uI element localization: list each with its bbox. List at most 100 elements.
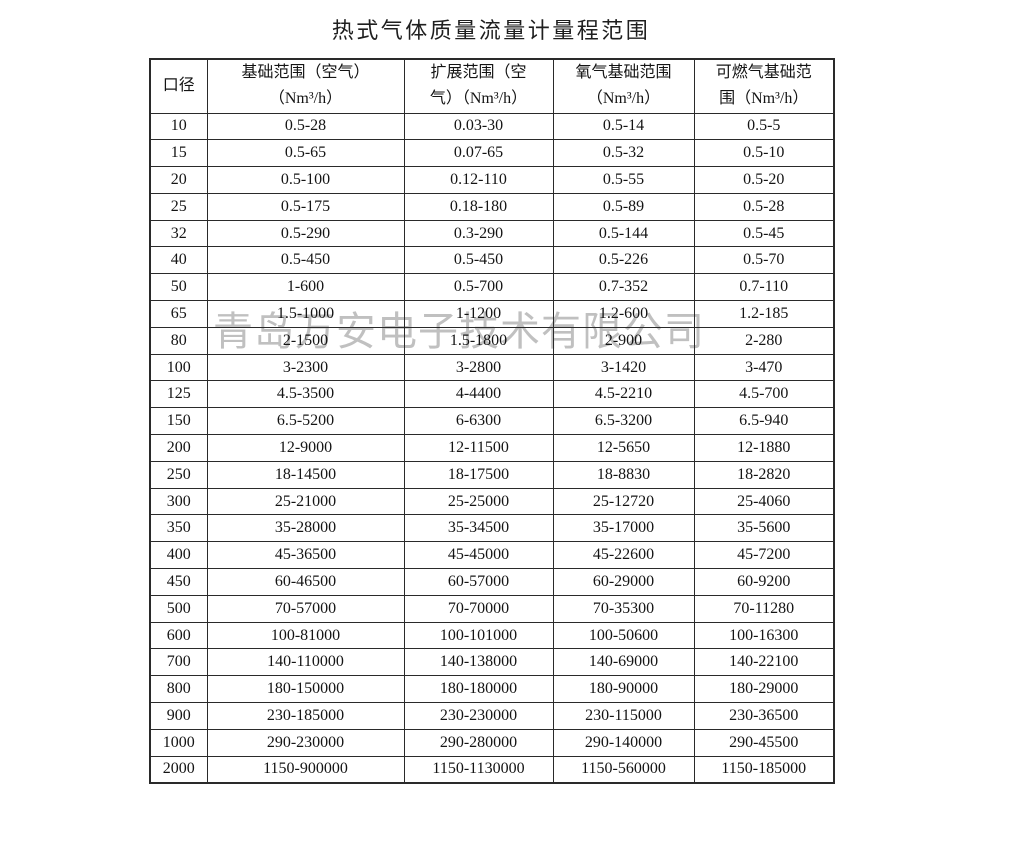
diameter-cell: 900 [149, 702, 208, 730]
range-cell: 0.5-20 [693, 166, 835, 194]
range-cell: 12-9000 [206, 434, 405, 462]
range-cell: 3-1420 [552, 353, 695, 382]
range-cell: 290-280000 [403, 728, 554, 757]
range-cell: 25-25000 [403, 487, 554, 516]
diameter-cell: 400 [149, 541, 208, 570]
range-cell: 290-140000 [552, 728, 695, 757]
range-cell: 1.2-185 [693, 300, 835, 328]
range-cell: 1150-1130000 [403, 755, 554, 784]
range-cell: 70-70000 [403, 594, 554, 623]
table-row: 350 35-28000 35-34500 35-17000 35-5600 [149, 514, 835, 543]
range-cell: 140-69000 [552, 648, 695, 677]
range-cell: 18-8830 [552, 460, 695, 489]
range-cell: 25-21000 [206, 487, 405, 516]
diameter-cell: 25 [149, 192, 208, 221]
range-cell: 0.7-110 [693, 273, 835, 302]
page-title: 热式气体质量流量计量程范围 [331, 18, 651, 43]
range-cell: 0.5-28 [206, 112, 405, 141]
range-cell: 0.5-65 [206, 139, 405, 168]
diameter-cell: 800 [149, 675, 208, 704]
header-line: （Nm³/h） [268, 90, 343, 108]
range-cell: 0.5-5 [693, 112, 835, 141]
range-cell: 1150-560000 [552, 755, 695, 784]
range-cell: 0.5-175 [206, 192, 405, 221]
table-row: 2000 1150-900000 1150-1130000 1150-560000 11… [149, 755, 835, 784]
range-cell: 35-5600 [693, 514, 835, 543]
range-cell: 100-81000 [206, 621, 405, 650]
range-cell: 4-4400 [403, 380, 554, 409]
range-cell: 25-4060 [693, 487, 835, 516]
diameter-cell: 450 [149, 568, 208, 596]
range-cell: 180-150000 [206, 675, 405, 704]
range-cell: 0.5-100 [206, 166, 405, 194]
table-row: 65 1.5-1000 1-1200 1.2-600 1.2-185 [149, 300, 835, 328]
range-cell: 45-36500 [206, 541, 405, 570]
diameter-cell: 50 [149, 273, 208, 302]
range-cell: 0.03-30 [403, 112, 554, 141]
range-cell: 0.18-180 [403, 192, 554, 221]
range-cell: 4.5-700 [693, 380, 835, 409]
table-row: 800 180-150000 180-180000 180-90000 180-2900… [149, 675, 835, 704]
diameter-cell: 2000 [149, 755, 208, 784]
range-cell: 60-29000 [552, 568, 695, 596]
range-cell: 6.5-3200 [552, 407, 695, 436]
diameter-cell: 15 [149, 139, 208, 168]
range-cell: 12-11500 [403, 434, 554, 462]
range-cell: 140-138000 [403, 648, 554, 677]
table-row: 10 0.5-28 0.03-30 0.5-14 0.5-5 [149, 112, 835, 141]
range-cell: 70-11280 [693, 594, 835, 623]
table-row: 150 6.5-5200 6-6300 6.5-3200 6.5-940 [149, 407, 835, 436]
table-row: 250 18-14500 18-17500 18-8830 18-2820 [149, 460, 835, 489]
table-body: 10 0.5-28 0.03-30 0.5-14 0.5-5 15 0.5-65 0.07-6… [149, 112, 835, 784]
table-row: 900 230-185000 230-230000 230-115000 230-365… [149, 702, 835, 730]
range-cell: 230-115000 [552, 702, 695, 730]
table-header-row: 口径 基础范围（空气） （Nm³/h） 扩展范围（空 气）（Nm³/h） 氧气基… [149, 58, 835, 114]
header-line: 扩展范围（空 [430, 64, 527, 82]
range-cell: 1150-900000 [206, 755, 405, 784]
diameter-cell: 150 [149, 407, 208, 436]
diameter-cell: 100 [149, 353, 208, 382]
range-cell: 0.12-110 [403, 166, 554, 194]
range-cell: 1150-185000 [693, 755, 835, 784]
range-cell: 0.07-65 [403, 139, 554, 168]
range-cell: 180-180000 [403, 675, 554, 704]
range-cell: 18-17500 [403, 460, 554, 489]
range-cell: 0.7-352 [552, 273, 695, 302]
range-cell: 0.5-290 [206, 219, 405, 248]
range-cell: 1.5-1000 [206, 300, 405, 328]
header-oxygen-basic-range: 氧气基础范围 （Nm³/h） [552, 58, 695, 114]
range-cell: 6.5-940 [693, 407, 835, 436]
range-cell: 0.5-144 [552, 219, 695, 248]
range-cell: 100-16300 [693, 621, 835, 650]
range-cell: 1-600 [206, 273, 405, 302]
flow-range-table: 口径 基础范围（空气） （Nm³/h） 扩展范围（空 气）（Nm³/h） 氧气基… [149, 58, 835, 784]
table-row: 300 25-21000 25-25000 25-12720 25-4060 [149, 487, 835, 516]
diameter-cell: 32 [149, 219, 208, 248]
range-cell: 6-6300 [403, 407, 554, 436]
range-cell: 2-1500 [206, 326, 405, 355]
header-combustible-gas-basic-range: 可燃气基础范 围（Nm³/h） [693, 58, 835, 114]
range-cell: 0.5-55 [552, 166, 695, 194]
range-cell: 35-28000 [206, 514, 405, 543]
range-cell: 70-35300 [552, 594, 695, 623]
range-cell: 2-900 [552, 326, 695, 355]
table-row: 32 0.5-290 0.3-290 0.5-144 0.5-45 [149, 219, 835, 248]
table-row: 125 4.5-3500 4-4400 4.5-2210 4.5-700 [149, 380, 835, 409]
range-cell: 25-12720 [552, 487, 695, 516]
range-cell: 0.5-450 [403, 246, 554, 275]
range-cell: 230-185000 [206, 702, 405, 730]
range-cell: 0.5-89 [552, 192, 695, 221]
range-cell: 0.5-14 [552, 112, 695, 141]
range-cell: 35-34500 [403, 514, 554, 543]
table-row: 200 12-9000 12-11500 12-5650 12-1880 [149, 434, 835, 462]
table-row: 700 140-110000 140-138000 140-69000 140-2210… [149, 648, 835, 677]
range-cell: 45-45000 [403, 541, 554, 570]
header-diameter: 口径 [149, 58, 208, 114]
diameter-cell: 200 [149, 434, 208, 462]
range-cell: 180-29000 [693, 675, 835, 704]
range-cell: 3-2300 [206, 353, 405, 382]
table-row: 40 0.5-450 0.5-450 0.5-226 0.5-70 [149, 246, 835, 275]
diameter-cell: 10 [149, 112, 208, 141]
table-row: 15 0.5-65 0.07-65 0.5-32 0.5-10 [149, 139, 835, 168]
range-cell: 0.5-10 [693, 139, 835, 168]
